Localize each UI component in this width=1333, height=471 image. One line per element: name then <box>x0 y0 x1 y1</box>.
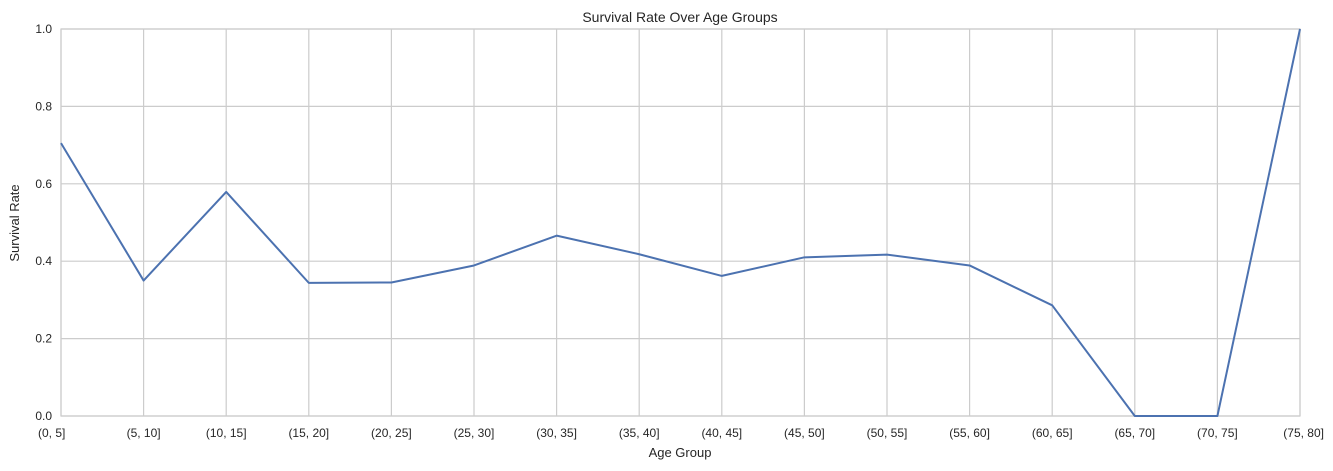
x-tick-label: (20, 25] <box>371 426 412 440</box>
x-tick-label: (15, 20] <box>288 426 329 440</box>
x-tick-label: (50, 55] <box>867 426 908 440</box>
y-tick-label: 0.6 <box>35 177 52 191</box>
x-tick-label: (10, 15] <box>206 426 247 440</box>
y-axis: 0.0 0.2 0.4 0.6 0.8 1.0 <box>35 22 52 423</box>
x-tick-label: (35, 40] <box>619 426 660 440</box>
x-tick-label: (0, 5] <box>38 426 65 440</box>
plot-area <box>60 28 1301 417</box>
x-tick-label: (40, 45] <box>701 426 742 440</box>
y-tick-label: 0.0 <box>35 409 52 423</box>
chart-title: Survival Rate Over Age Groups <box>582 9 777 25</box>
y-axis-label: Survival Rate <box>7 184 22 261</box>
x-tick-label: (5, 10] <box>127 426 161 440</box>
x-tick-label: (65, 70] <box>1114 426 1155 440</box>
x-tick-label: (55, 60] <box>949 426 990 440</box>
x-tick-label: (25, 30] <box>454 426 495 440</box>
y-tick-label: 0.8 <box>35 99 52 113</box>
x-tick-label: (60, 65] <box>1032 426 1073 440</box>
series-line <box>60 28 1301 417</box>
series-group <box>60 28 1301 417</box>
x-axis-label: Age Group <box>649 445 712 460</box>
x-axis: (0, 5] (5, 10] (10, 15] (15, 20] (20, 25] (25… <box>38 426 1324 440</box>
x-tick-label: (45, 50] <box>784 426 825 440</box>
y-tick-label: 1.0 <box>35 22 52 36</box>
x-tick-label: (70, 75] <box>1197 426 1238 440</box>
y-tick-label: 0.4 <box>35 254 52 268</box>
x-tick-label: (75, 80] <box>1283 426 1324 440</box>
x-tick-label: (30, 35] <box>536 426 577 440</box>
y-tick-label: 0.2 <box>35 332 52 346</box>
